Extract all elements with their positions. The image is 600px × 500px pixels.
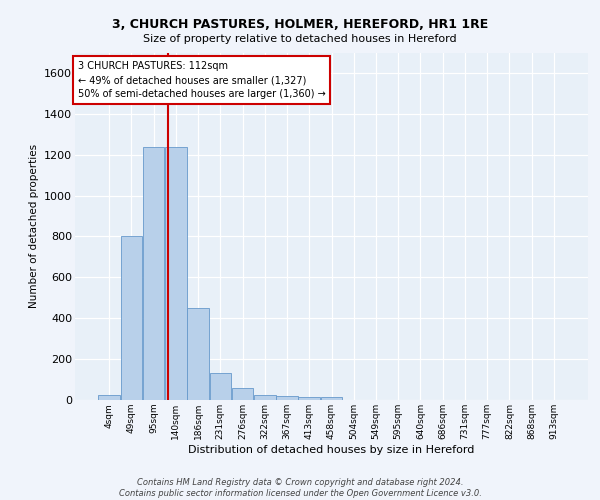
Text: 3 CHURCH PASTURES: 112sqm
← 49% of detached houses are smaller (1,327)
50% of se: 3 CHURCH PASTURES: 112sqm ← 49% of detac… [77,61,325,99]
Bar [98,395,120,400]
Bar [143,146,164,400]
Bar [321,397,342,400]
Y-axis label: Number of detached properties: Number of detached properties [29,144,38,308]
Text: 3, CHURCH PASTURES, HOLMER, HEREFORD, HR1 1RE: 3, CHURCH PASTURES, HOLMER, HEREFORD, HR… [112,18,488,30]
Bar [165,146,187,400]
Text: Contains HM Land Registry data © Crown copyright and database right 2024.
Contai: Contains HM Land Registry data © Crown c… [119,478,481,498]
Bar [254,395,275,400]
Bar [187,308,209,400]
Text: Size of property relative to detached houses in Hereford: Size of property relative to detached ho… [143,34,457,44]
Bar [121,236,142,400]
Bar [276,396,298,400]
Bar [232,388,253,400]
X-axis label: Distribution of detached houses by size in Hereford: Distribution of detached houses by size … [188,444,475,454]
Bar [209,374,231,400]
Bar [298,397,320,400]
